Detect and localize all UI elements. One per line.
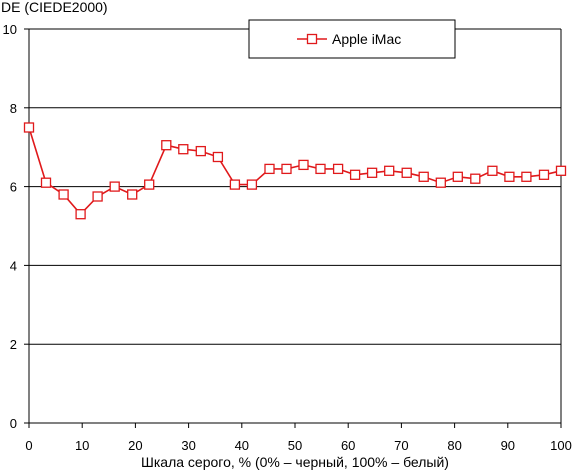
data-point: [246, 179, 258, 190]
data-point: [487, 165, 498, 176]
data-point: [178, 144, 189, 155]
data-point: [332, 163, 344, 175]
x-tick-label: 40: [235, 438, 249, 453]
data-point: [452, 171, 463, 182]
x-tick-label: 30: [181, 438, 195, 453]
y-tick-label: 4: [10, 258, 17, 273]
data-point: [538, 169, 550, 180]
data-point: [504, 171, 515, 182]
data-point: [521, 171, 532, 182]
x-tick-label: 0: [25, 438, 32, 453]
legend-label: Apple iMac: [332, 31, 401, 47]
data-point: [212, 151, 224, 163]
data-point: [264, 163, 275, 175]
y-tick-label: 2: [10, 337, 17, 352]
data-point: [281, 163, 292, 175]
x-tick-label: 70: [394, 438, 408, 453]
data-point: [418, 171, 429, 182]
legend-box: [248, 19, 456, 59]
y-tick-label: 0: [10, 416, 17, 431]
data-point: [401, 167, 412, 178]
data-point: [470, 173, 481, 184]
grid-lines: [24, 28, 561, 424]
legend-marker: [306, 33, 318, 45]
data-point: [229, 179, 241, 190]
x-tick-label: 50: [288, 438, 302, 453]
x-tick-labels: 0 10 20 30 40 50 60 70 80 90 100: [25, 423, 572, 453]
plot-frame: [28, 29, 562, 424]
data-point: [109, 181, 120, 192]
data-point: [161, 140, 172, 151]
data-point: [144, 179, 155, 190]
data-point: [435, 177, 446, 188]
series-layer: [23, 122, 567, 220]
series-line: [28, 127, 562, 216]
data-point: [58, 189, 69, 200]
x-tick-label: 60: [341, 438, 355, 453]
y-tick-label: 6: [10, 180, 17, 195]
data-point: [315, 163, 326, 175]
data-point: [298, 159, 309, 171]
data-point: [349, 169, 361, 180]
data-point: [555, 165, 567, 176]
y-tick-label: 8: [10, 101, 17, 116]
x-tick-label: 10: [75, 438, 89, 453]
y-tick-labels: 0 2 4 6 8 10: [3, 22, 17, 431]
data-point: [195, 145, 206, 157]
data-point: [366, 167, 378, 178]
x-tick-label: 100: [550, 438, 572, 453]
data-point: [92, 191, 103, 202]
data-point: [75, 209, 86, 220]
data-point: [127, 189, 138, 200]
legend: Apple iMac: [248, 19, 456, 59]
data-point: [23, 122, 35, 133]
x-tick-label: 90: [501, 438, 515, 453]
x-tick-label: 80: [447, 438, 461, 453]
data-point: [40, 177, 52, 188]
x-tick-label: 20: [128, 438, 142, 453]
data-point: [384, 165, 395, 176]
y-tick-label: 10: [3, 22, 17, 37]
x-axis-label: Шкала серого, % (0% – черный, 100% – бел…: [141, 454, 449, 470]
y-axis-label: DE (CIEDE2000): [1, 0, 108, 15]
